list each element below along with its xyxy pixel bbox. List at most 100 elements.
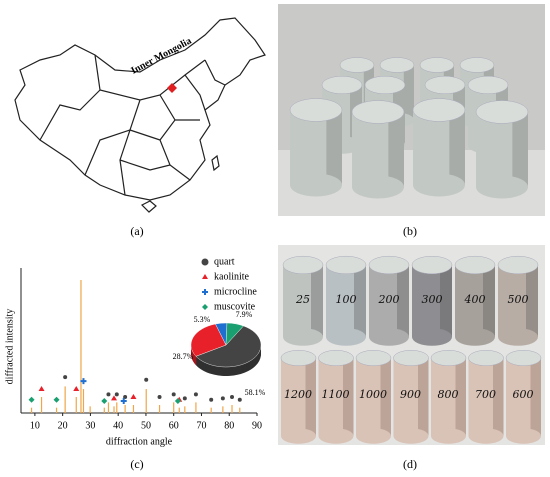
cylinder-bottom [326, 328, 366, 346]
province-borders [39, 54, 226, 196]
marker [230, 395, 235, 400]
x-tick-label: 20 [58, 420, 68, 431]
photo-d: 25 100 200 300 400 500 1200 1100 1000 900 800 700 60… [278, 245, 545, 445]
y-axis-title: diffracted intensity [4, 309, 15, 385]
cylinder-top [419, 57, 455, 73]
cylinder-shade [418, 358, 429, 436]
marker [144, 377, 149, 382]
specimen-label: 1200 [284, 388, 312, 401]
cylinder-shade [354, 265, 366, 337]
panel-label: (a) [130, 224, 143, 238]
cylinder-bottom [412, 328, 452, 346]
specimen-label: 1000 [359, 388, 387, 401]
legend-marker [201, 258, 209, 266]
location-marker [167, 83, 177, 93]
panel-label: (d) [403, 457, 417, 471]
cylinder-body [281, 358, 316, 436]
cylinder-top [412, 98, 466, 122]
specimen-label: 600 [513, 388, 534, 401]
marker [193, 392, 198, 397]
legend-marker [202, 289, 208, 295]
marker [38, 386, 45, 392]
x-axis-title: diffraction angle [106, 436, 173, 447]
cylinder-top [411, 255, 453, 275]
cylinder-top [351, 100, 405, 124]
cylinder-body [506, 358, 541, 436]
cylinder-top [355, 350, 392, 366]
panel-label: (c) [130, 457, 143, 471]
marker [80, 378, 87, 385]
cylinder-shade [326, 110, 342, 185]
marker [111, 395, 118, 401]
x-tick-label: 70 [196, 420, 206, 431]
cylinder-top [475, 100, 529, 124]
pie-label: 5.3% [194, 315, 211, 324]
marker [63, 375, 68, 380]
cylinder-shade [449, 110, 465, 185]
marker [174, 398, 181, 405]
cylinder-body [412, 265, 452, 337]
x-tick-label: 40 [113, 420, 123, 431]
cylinder-shade [380, 358, 391, 436]
cylinder-bottom [413, 173, 465, 197]
cylinder-bottom [506, 428, 541, 444]
cylinder-top [467, 75, 509, 95]
cylinder-body [283, 265, 323, 337]
cylinder-top [280, 350, 317, 366]
cylinder-shade [526, 265, 538, 337]
marker [171, 392, 176, 397]
cylinder-shade [440, 265, 452, 337]
legend-label: microcline [214, 286, 257, 297]
cylinder-top [424, 75, 466, 95]
x-tick-label: 50 [141, 420, 151, 431]
marker [237, 397, 242, 402]
cylinder-body [431, 358, 466, 436]
pie-slice [190, 323, 227, 357]
cylinder-shade [311, 265, 323, 337]
cylinder-bottom [455, 328, 495, 346]
xrd-chart: 10 20 30 40 50 60 70 80 90 diffraction angle diffr… [4, 255, 267, 447]
panel-label: (b) [403, 224, 417, 238]
marker [157, 395, 162, 400]
cylinder-top [454, 255, 496, 275]
x-tick-label: 30 [85, 420, 95, 431]
legend-label: quart [214, 256, 235, 267]
legend-label: muscovite [214, 301, 256, 312]
legend-marker [202, 304, 208, 310]
cylinder-bottom [468, 428, 504, 444]
cylinder-bottom [290, 173, 342, 197]
specimen-label: 1100 [322, 388, 350, 401]
marker [130, 394, 137, 400]
islands [140, 154, 220, 213]
pie-label: 28.7% [173, 352, 194, 361]
cylinder-top [468, 350, 504, 366]
specimen-label: 800 [438, 388, 459, 401]
cylinder-body [476, 112, 528, 187]
cylinder-body [369, 265, 409, 337]
marker [53, 396, 60, 403]
cylinder-bottom [356, 428, 391, 444]
specimen-label: 300 [422, 293, 443, 306]
cylinder-top [289, 98, 343, 122]
country-outline [14, 17, 266, 201]
pie-label: 7.9% [236, 310, 253, 319]
cylinder-body [356, 358, 391, 436]
specimen-label: 100 [336, 293, 357, 306]
map-label: Inner Mongolia [129, 36, 193, 77]
cylinder-bottom [318, 428, 354, 444]
pie-slice [225, 322, 244, 346]
cylinder-top [379, 57, 415, 73]
specimen-label: 900 [400, 388, 421, 401]
photo-b [278, 4, 545, 216]
marker [220, 396, 225, 401]
cylinder-shade [305, 358, 316, 436]
marker [106, 392, 111, 397]
specimen-label: 400 [464, 293, 486, 306]
marker [209, 397, 214, 402]
cylinder-top [364, 75, 406, 95]
cylinder-bottom [431, 428, 466, 444]
marker [114, 392, 119, 397]
cylinder-bottom [281, 428, 316, 444]
